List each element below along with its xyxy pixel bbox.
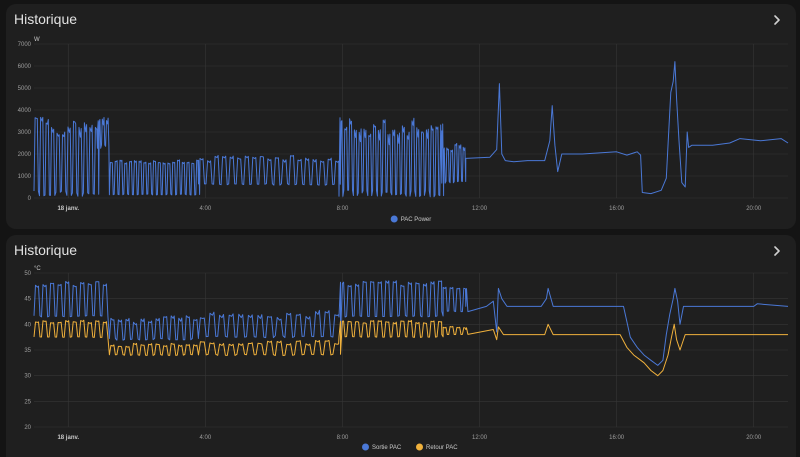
chevron-right-icon[interactable] [770,244,784,258]
y-tick-label: 2000 [18,152,32,158]
y-tick-label: 35 [24,348,31,354]
x-tick-label: 8:00 [337,206,349,212]
y-tick-label: 3000 [18,130,32,136]
series-line-pac-power [33,61,789,198]
legend-label[interactable]: Sortie PAC [372,445,402,451]
y-tick-label: 25 [24,399,31,405]
x-tick-label: 20:00 [746,435,762,441]
y-tick-label: 50 [24,271,31,277]
y-tick-label: 40 [24,322,31,328]
temperature-chart: 20 25 30 35 40 45 50 18 janv. 4:00 8:00 12:00 16:00… [24,266,789,451]
legend-label[interactable]: PAC Power [401,217,432,223]
series-line-retour-pac [33,319,788,377]
history-card-temperature: Historique 20 25 30 35 40 45 50 18 janv. 4:00 8:0… [6,235,796,457]
card-title: Historique [14,11,78,27]
power-chart: 0 1000 2000 3000 4000 5000 6000 7000 18 janv. 4:0… [18,37,789,223]
x-tick-label: 18 janv. [57,206,79,212]
y-tick-label: 30 [24,374,31,380]
y-unit-label: W [34,37,40,43]
x-tick-label: 4:00 [200,206,212,212]
x-tick-label: 12:00 [472,435,488,441]
x-tick-label: 20:00 [746,206,762,212]
y-tick-label: 5000 [18,86,32,92]
y-tick-label: 4000 [18,108,32,114]
x-tick-label: 12:00 [472,206,488,212]
x-tick-label: 4:00 [200,435,212,441]
y-tick-label: 6000 [18,64,32,70]
y-unit-label: °C [34,266,41,272]
card-title: Historique [14,242,78,258]
legend-label[interactable]: Retour PAC [426,445,458,451]
series-line-sortie-pac [33,280,789,366]
y-tick-label: 45 [24,297,31,303]
chevron-right-icon[interactable] [770,13,784,27]
x-tick-label: 16:00 [609,206,625,212]
y-tick-label: 0 [28,196,32,202]
y-tick-label: 1000 [18,174,32,180]
legend-swatch[interactable] [416,443,423,451]
history-card-power: Historique 0 1000 2000 3000 4000 5000 6000 7000… [6,4,796,229]
legend-swatch[interactable] [362,443,369,451]
x-tick-label: 8:00 [337,435,349,441]
y-tick-label: 7000 [18,42,32,48]
x-tick-label: 16:00 [609,435,625,441]
legend-swatch[interactable] [390,215,398,223]
y-tick-label: 20 [24,425,31,431]
x-tick-label: 18 janv. [57,435,79,441]
